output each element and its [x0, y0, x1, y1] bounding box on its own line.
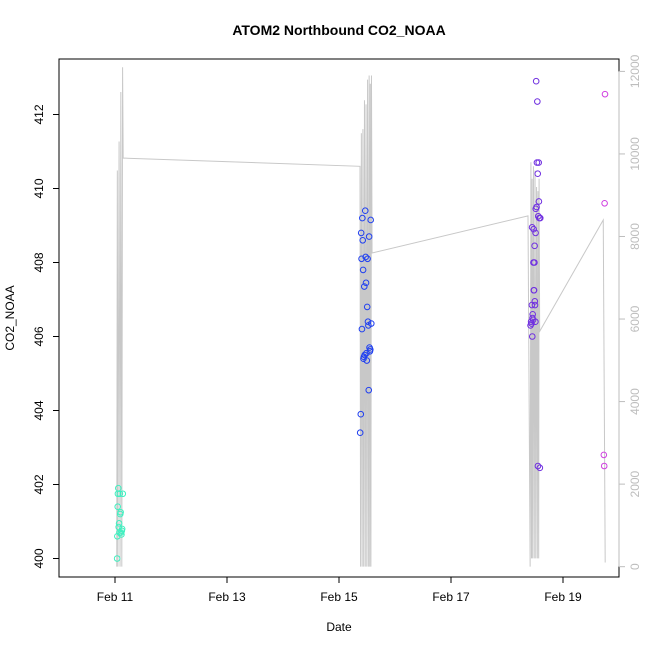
- data-point: [531, 242, 538, 250]
- x-axis-label: Date: [326, 620, 352, 634]
- data-point: [536, 464, 544, 472]
- data-point: [367, 346, 374, 353]
- data-point: [534, 98, 541, 105]
- data-point: [363, 349, 370, 357]
- data-point: [365, 386, 373, 394]
- x-axis: Feb 11 Feb 13 Feb 15 Feb 17 Feb 19: [97, 576, 582, 604]
- x-tick-label: Feb 17: [432, 590, 470, 604]
- data-point: [364, 255, 371, 263]
- data-point: [360, 283, 368, 290]
- y-tick-label: 406: [32, 326, 46, 346]
- data-point: [601, 200, 608, 207]
- data-points-layer: [113, 77, 609, 562]
- y2-tick-label: 12000: [628, 54, 642, 88]
- data-point: [534, 462, 542, 470]
- y2-tick-label: 4000: [628, 388, 642, 415]
- data-point: [362, 253, 369, 261]
- data-point: [535, 159, 542, 166]
- data-point: [367, 216, 374, 224]
- data-point: [535, 198, 543, 205]
- data-point: [115, 520, 123, 527]
- chart-title: ATOM2 Northbound CO2_NOAA: [232, 22, 445, 38]
- data-point: [531, 301, 539, 309]
- x-tick-label: Feb 15: [320, 590, 358, 604]
- x-tick-label: Feb 11: [97, 590, 134, 604]
- data-point: [528, 224, 536, 231]
- data-point: [533, 159, 541, 166]
- data-point: [533, 203, 540, 211]
- data-point: [530, 225, 537, 233]
- y-tick-label: 402: [32, 474, 46, 494]
- data-point: [361, 351, 368, 359]
- y-tick-label: 400: [32, 548, 46, 568]
- data-point: [534, 170, 542, 177]
- x-tick-label: Feb 13: [208, 590, 246, 604]
- data-point: [601, 90, 609, 98]
- y-tick-label: 410: [32, 178, 46, 198]
- y-tick-label: 412: [32, 104, 46, 124]
- data-point: [363, 303, 371, 311]
- data-point: [118, 525, 126, 533]
- data-point: [357, 229, 365, 237]
- data-point: [114, 503, 122, 511]
- data-point: [362, 279, 370, 287]
- data-point: [600, 462, 608, 470]
- y-axis-right: 0 2000 4000 6000 8000 10000 12000: [618, 54, 642, 570]
- data-point: [119, 490, 127, 498]
- data-point: [530, 286, 538, 294]
- y-tick-label: 408: [32, 252, 46, 272]
- y2-tick-label: 6000: [628, 305, 642, 332]
- data-point: [367, 320, 375, 327]
- data-point: [114, 533, 121, 540]
- data-point: [356, 429, 364, 437]
- data-point: [359, 237, 367, 244]
- y2-tick-label: 0: [628, 563, 642, 570]
- data-point: [531, 259, 538, 266]
- data-point: [361, 207, 369, 214]
- data-point: [532, 318, 539, 326]
- data-point: [363, 357, 371, 364]
- data-point: [116, 490, 124, 498]
- data-point: [359, 214, 366, 222]
- y2-tick-label: 2000: [628, 470, 642, 497]
- y-axis-label: CO2_NOAA: [3, 285, 17, 350]
- x-tick-label: Feb 19: [544, 590, 582, 604]
- data-point: [528, 333, 536, 340]
- y2-tick-label: 10000: [628, 137, 642, 171]
- data-point: [358, 325, 366, 333]
- data-point: [364, 318, 372, 326]
- altitude-line: [116, 67, 606, 567]
- data-point: [532, 77, 540, 85]
- data-point: [365, 233, 373, 240]
- data-point: [117, 508, 124, 516]
- data-point: [536, 214, 544, 222]
- data-point: [359, 266, 367, 274]
- data-point: [532, 229, 539, 237]
- data-point: [531, 298, 539, 305]
- data-point: [357, 410, 365, 418]
- data-point: [600, 451, 608, 459]
- y-tick-label: 404: [32, 400, 46, 420]
- data-point: [113, 555, 121, 562]
- altitude-line-layer: [116, 67, 606, 567]
- y2-tick-label: 8000: [628, 223, 642, 250]
- y-axis-left: 400 402 404 406 408 410 412: [32, 104, 60, 569]
